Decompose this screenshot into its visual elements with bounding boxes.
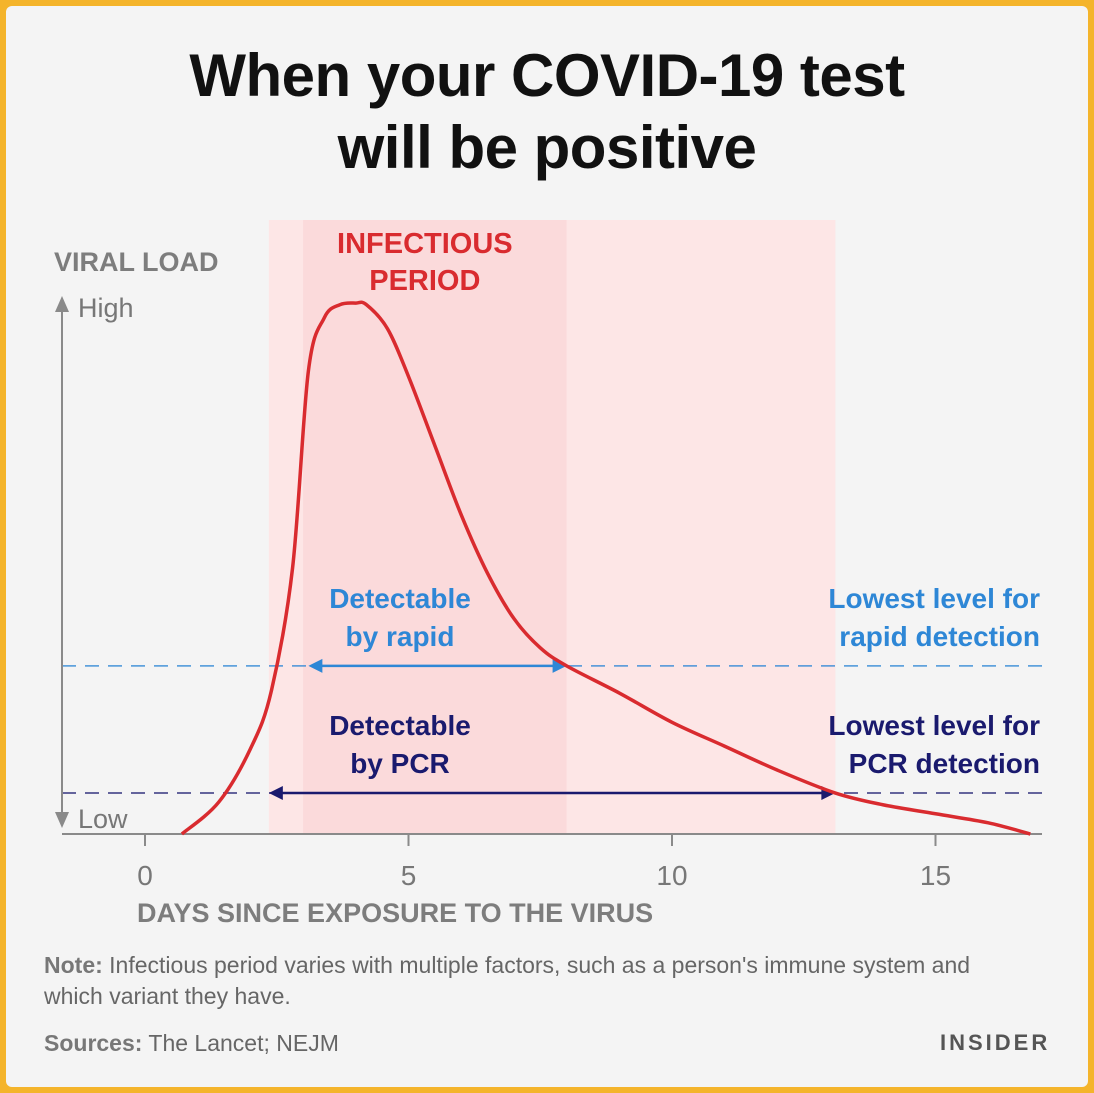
rapid-range-label: Detectable (329, 583, 471, 614)
pcr-threshold-label: PCR detection (849, 748, 1040, 779)
y-axis-down-arrow (55, 812, 69, 828)
x-tick-label: 15 (920, 860, 951, 891)
rapid-threshold-label: Lowest level for (828, 583, 1040, 614)
axes: VIRAL LOAD High Low DAYS SINCE EXPOSURE … (54, 247, 1042, 928)
sources-text: The Lancet; NEJM (142, 1030, 339, 1056)
infectious-period-band (303, 220, 567, 834)
shaded-regions: INFECTIOUS PERIOD (268, 220, 836, 834)
rapid-range-label: by rapid (346, 621, 455, 652)
x-tick-label: 5 (401, 860, 417, 891)
y-low-label: Low (78, 804, 128, 834)
rapid-range-arrowhead-left (308, 658, 323, 673)
title-line-2: will be positive (337, 114, 757, 181)
title-line-1: When your COVID-19 test (189, 42, 905, 109)
note-text: Infectious period varies with multiple f… (44, 952, 971, 1009)
y-axis-label: VIRAL LOAD (54, 247, 219, 277)
infectious-period-label: INFECTIOUS (337, 228, 513, 260)
chart-title: When your COVID-19 test will be positive (0, 40, 1094, 184)
x-ticks: 0 5 10 15 (137, 834, 951, 891)
pcr-threshold-label: Lowest level for (828, 710, 1040, 741)
detection-ranges: Detectable by rapid Detectable by PCR (268, 583, 836, 801)
brand-logo: INSIDER (940, 1030, 1051, 1055)
pcr-range-arrowhead-left (268, 786, 283, 801)
rapid-threshold-label: rapid detection (839, 621, 1040, 652)
x-axis-label: DAYS SINCE EXPOSURE TO THE VIRUS (137, 898, 653, 928)
note-label: Note: (44, 952, 103, 978)
x-tick-label: 0 (137, 860, 153, 891)
rapid-range-arrowhead-right (552, 658, 567, 673)
sources-label: Sources: (44, 1030, 143, 1056)
y-high-label: High (78, 293, 134, 323)
pcr-range-label: Detectable (329, 710, 471, 741)
viral-load-curve (180, 300, 1031, 836)
infectious-period-label: PERIOD (369, 265, 480, 297)
pcr-range-label: by PCR (350, 748, 450, 779)
x-tick-label: 10 (656, 860, 687, 891)
sources: Sources: The Lancet; NEJM (44, 1028, 339, 1059)
note: Note: Infectious period varies with mult… (44, 950, 1034, 1012)
y-axis-up-arrow (55, 296, 69, 312)
